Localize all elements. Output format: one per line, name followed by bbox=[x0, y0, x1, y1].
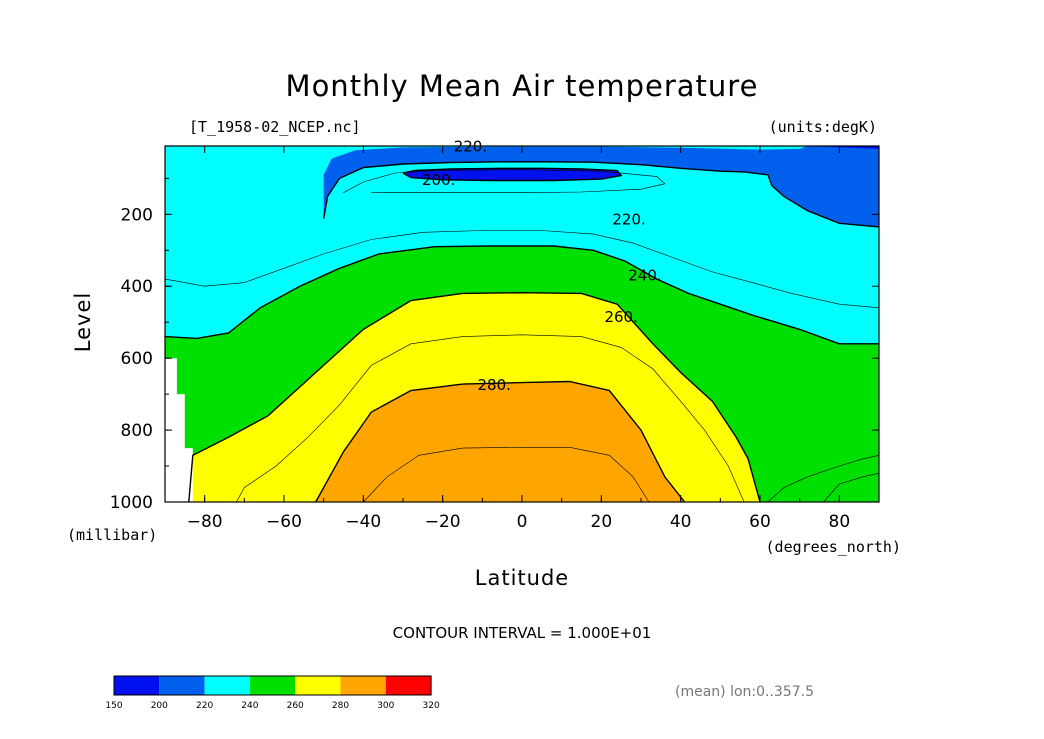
chart-subtitle-units: (units:degK) bbox=[769, 118, 877, 136]
chart-subtitle-file: [T_1958-02_NCEP.nc] bbox=[189, 118, 361, 136]
y-tick-label: 600 bbox=[121, 349, 153, 369]
contour-line-major-3 bbox=[323, 161, 880, 228]
contour-label: 220. bbox=[454, 138, 487, 156]
band-200-220 bbox=[323, 146, 879, 227]
colorbar: 150 200 220 240 260 280 300 320 bbox=[105, 675, 440, 711]
y-axis: 200 400 600 800 1000 bbox=[110, 177, 879, 513]
contour-line-major-1 bbox=[315, 380, 686, 503]
contour-label-layer: 220. 200. 220. 240. 260. 280. bbox=[422, 138, 662, 394]
x-tick-label: 20 bbox=[591, 512, 613, 532]
y-tick-label: 800 bbox=[121, 421, 153, 441]
colorbar-tick-label: 280 bbox=[332, 701, 349, 711]
colorbar-tick-label: 260 bbox=[287, 701, 304, 711]
colorbar-tick-label: 320 bbox=[423, 701, 440, 711]
missing-data-region bbox=[165, 358, 193, 502]
y-tick-label: 400 bbox=[121, 277, 153, 297]
y-tick-label: 200 bbox=[121, 205, 153, 225]
colorbar-swatch bbox=[159, 676, 205, 695]
contour-label: 220. bbox=[612, 211, 645, 229]
colorbar-tick-label: 220 bbox=[196, 701, 213, 711]
contour-line-minor-5 bbox=[823, 472, 880, 503]
colorbar-swatch bbox=[114, 676, 160, 695]
x-tick-label: −60 bbox=[266, 512, 302, 532]
x-tick-label: 40 bbox=[670, 512, 692, 532]
contour-label: 280. bbox=[478, 376, 511, 394]
x-tick-label: 0 bbox=[517, 512, 528, 532]
contour-line-major-2 bbox=[164, 245, 879, 345]
x-tick-label: 60 bbox=[749, 512, 771, 532]
contour-line-minor-0 bbox=[236, 334, 745, 503]
colorbar-tick-label: 150 bbox=[105, 701, 122, 711]
x-axis-label: Latitude bbox=[475, 566, 569, 590]
x-axis-units: (degrees_north) bbox=[766, 538, 901, 556]
band-top-right bbox=[807, 146, 879, 149]
contour-label: 260. bbox=[604, 308, 637, 326]
contour-fill-layer bbox=[165, 146, 879, 502]
band-220-240 bbox=[165, 146, 879, 359]
contour-line-minor-3 bbox=[343, 169, 666, 193]
colorbar-swatch bbox=[204, 676, 250, 695]
x-tick-label: −80 bbox=[187, 512, 223, 532]
contour-interval-note: CONTOUR INTERVAL = 1.000E+01 bbox=[393, 624, 652, 642]
x-tick-label: −20 bbox=[425, 512, 461, 532]
x-axis: −80 −60 −40 −20 0 20 40 60 80 bbox=[164, 146, 880, 532]
y-axis-label: Level bbox=[71, 292, 95, 352]
colorbar-swatch bbox=[249, 676, 296, 695]
colorbar-frame bbox=[113, 675, 432, 696]
contour-line-minor-4 bbox=[767, 455, 880, 503]
y-axis-units: (millibar) bbox=[67, 526, 157, 544]
colorbar-swatch bbox=[385, 676, 432, 695]
contour-line-layer bbox=[164, 161, 880, 503]
colorbar-swatch bbox=[340, 676, 386, 695]
contour-label: 240. bbox=[628, 266, 661, 284]
x-tick-label: −40 bbox=[345, 512, 381, 532]
colorbar-tick-label: 240 bbox=[241, 701, 258, 711]
y-tick-label: 1000 bbox=[110, 493, 153, 513]
contour-line-minor-1 bbox=[363, 446, 650, 503]
colorbar-tick-label: 200 bbox=[151, 701, 168, 711]
chart-title: Monthly Mean Air temperature bbox=[286, 69, 759, 103]
contour-line-major-0 bbox=[188, 291, 761, 503]
colorbar-tick-label: 300 bbox=[377, 701, 394, 711]
band-150-200 bbox=[403, 168, 622, 181]
contour-line-minor-2 bbox=[164, 230, 880, 309]
contour-label: 200. bbox=[422, 171, 455, 189]
x-tick-label: 80 bbox=[829, 512, 851, 532]
colorbar-swatch bbox=[295, 676, 341, 695]
mean-domain-note: (mean) lon:0..357.5 bbox=[675, 684, 814, 700]
